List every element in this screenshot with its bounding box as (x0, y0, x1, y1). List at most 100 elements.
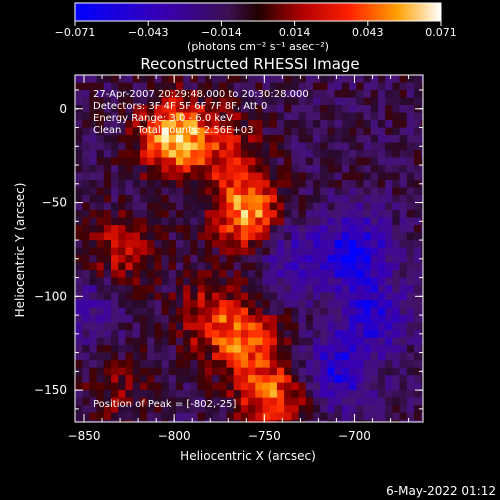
heatmap-cell (233, 352, 242, 361)
heatmap-cell (103, 270, 112, 279)
heatmap-cell (313, 270, 321, 279)
heatmap-cell (392, 97, 401, 106)
heatmap-cell (175, 157, 184, 166)
heatmap-cell (161, 262, 170, 271)
heatmap-cell (75, 97, 83, 106)
heatmap-cell (341, 105, 350, 114)
heatmap-cell (89, 105, 98, 114)
heatmap-cell (327, 127, 336, 136)
heatmap-cell (284, 360, 292, 369)
heatmap-cell (190, 360, 199, 369)
heatmap-cell (320, 277, 329, 286)
heatmap-cell (125, 165, 134, 174)
heatmap-cell (334, 105, 343, 114)
heatmap-cell (132, 412, 141, 421)
heatmap-cell (190, 225, 199, 234)
heatmap-cell (291, 360, 300, 369)
heatmap-cell (363, 225, 372, 234)
heatmap-cell (139, 180, 148, 189)
heatmap-cell (240, 225, 249, 234)
heatmap-cell (183, 112, 191, 121)
heatmap-cell (392, 217, 401, 226)
heatmap-cell (175, 262, 184, 271)
heatmap-cell (363, 352, 372, 361)
heatmap-cell (111, 322, 119, 331)
heatmap-cell (226, 315, 235, 324)
heatmap-cell (89, 247, 98, 256)
heatmap-cell (111, 127, 119, 136)
heatmap-cell (377, 210, 386, 219)
heatmap-cell (334, 300, 343, 309)
heatmap-cell (255, 285, 264, 294)
heatmap-cell (284, 195, 292, 204)
heatmap-cell (168, 217, 177, 226)
heatmap-cell (392, 292, 401, 301)
heatmap-cell (313, 330, 321, 339)
heatmap-cell (226, 382, 235, 391)
heatmap-cell (385, 112, 393, 121)
heatmap-cell (320, 105, 329, 114)
heatmap-cell (298, 285, 307, 294)
heatmap-cell (103, 240, 112, 249)
heatmap-cell (334, 150, 343, 159)
heatmap-cell (111, 420, 119, 422)
heatmap-cell (392, 255, 401, 264)
heatmap-cell (284, 307, 292, 316)
heatmap-cell (183, 90, 191, 99)
heatmap-cell (327, 217, 336, 226)
heatmap-cell (226, 337, 235, 346)
heatmap-cell (320, 232, 329, 241)
heatmap-cell (240, 285, 249, 294)
heatmap-cell (89, 97, 98, 106)
heatmap-cell (183, 75, 191, 84)
heatmap-cell (118, 120, 127, 129)
heatmap-cell (327, 105, 336, 114)
heatmap-cell (233, 315, 242, 324)
heatmap-cell (82, 412, 91, 421)
heatmap-cell (305, 277, 314, 286)
heatmap-cell (219, 202, 228, 211)
heatmap-cell (291, 232, 300, 241)
heatmap-cell (262, 150, 271, 159)
heatmap-cell (96, 112, 105, 121)
heatmap-cell (385, 270, 393, 279)
heatmap-cell (75, 112, 83, 121)
heatmap-cell (125, 82, 134, 91)
heatmap-cell (399, 82, 408, 91)
heatmap-cell (197, 292, 206, 301)
heatmap-cell (183, 217, 191, 226)
heatmap-cell (349, 330, 357, 339)
heatmap-cell (284, 165, 292, 174)
heatmap-cell (313, 292, 321, 301)
heatmap-cell (413, 97, 422, 106)
heatmap-cell (284, 315, 292, 324)
heatmap-cell (132, 142, 141, 151)
heatmap-cell (96, 210, 105, 219)
heatmap-cell (370, 352, 379, 361)
heatmap-cell (233, 157, 242, 166)
heatmap-cell (125, 270, 134, 279)
heatmap-cell (154, 375, 163, 384)
heatmap-cell (399, 345, 408, 354)
heatmap-cell (392, 315, 401, 324)
heatmap-cell (406, 307, 415, 316)
heatmap-cell (125, 397, 134, 406)
heatmap-cell (240, 360, 249, 369)
heatmap-cell (356, 337, 365, 346)
heatmap-cell (139, 255, 148, 264)
heatmap-cell (291, 180, 300, 189)
heatmap-cell (392, 105, 401, 114)
heatmap-cell (175, 195, 184, 204)
heatmap-cell (103, 112, 112, 121)
heatmap-cell (147, 367, 155, 376)
heatmap-cell (161, 277, 170, 286)
heatmap-cell (96, 322, 105, 331)
heatmap-cell (103, 82, 112, 91)
heatmap-cell (305, 322, 314, 331)
heatmap-cell (240, 292, 249, 301)
heatmap-cell (399, 292, 408, 301)
heatmap-cell (269, 202, 278, 211)
heatmap-cell (147, 75, 155, 84)
heatmap-cell (118, 300, 127, 309)
heatmap-cell (305, 375, 314, 384)
